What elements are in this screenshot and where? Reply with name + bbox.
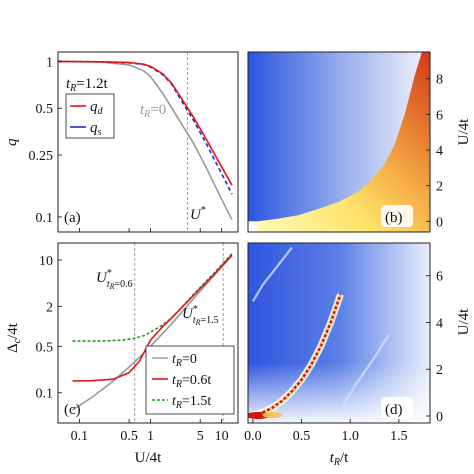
panel-d-label: (d)	[385, 402, 403, 418]
panel-c-legend: tR=0 tR=0.6t tR=1.5t	[145, 345, 235, 415]
c-xtick-label-2: 1	[147, 429, 154, 444]
panel-c-frame	[57, 242, 239, 424]
panel-b-y-label: U/4t	[456, 118, 472, 146]
ridge-core	[252, 294, 342, 416]
panel-b-frame	[247, 51, 431, 233]
d-xtick-label-1: 0.5	[293, 429, 311, 444]
panel-a-label: (a)	[64, 210, 81, 226]
panel-d-frame	[247, 242, 431, 424]
d-ytick-label-3: 6	[436, 270, 443, 285]
c-ytick-label-1: 2	[46, 300, 53, 315]
b-ytick-label-0: 0	[436, 215, 443, 230]
origin-hotspot-halo	[262, 412, 283, 419]
b-ytick-label-3: 6	[436, 108, 443, 123]
c-xtick-label-3: 5	[197, 429, 204, 444]
series-tr15	[72, 252, 233, 342]
panel-b-heatmap: 0 2 4 6 8 U/4t (b)	[247, 51, 472, 233]
panel-b-label: (b)	[385, 210, 403, 226]
panel-d-x-label: tR/t	[330, 450, 349, 468]
panel-a-series	[58, 60, 233, 221]
legend-label-tr06: tR=0.6t	[172, 373, 211, 390]
panel-a-y-label: q	[4, 138, 20, 146]
panel-d-heatmap: 0 2 4 6 0.0 0.5 1.0 1.5 U/4t tR/t (d)	[244, 242, 472, 468]
legend-box	[65, 93, 115, 139]
c-xtick-label-4: 10	[215, 429, 229, 444]
a-ytick-label-1: 0.5	[36, 102, 54, 117]
c-xtick-label-1: 0.5	[120, 429, 138, 444]
panel-d-label-bg	[381, 397, 413, 419]
series-qd	[58, 60, 233, 186]
annotation-u15: U* tR=1.5	[182, 304, 219, 327]
panel-a-x-ticks	[78, 228, 223, 232]
legend-title: tR=1.2t	[66, 76, 108, 94]
panel-c-label: (c)	[64, 402, 81, 418]
panel-c-y-ticks: 10 2 0.5 0.1	[36, 254, 62, 402]
d-xtick-label-3: 1.5	[390, 429, 408, 444]
annotation-u06: U* tR=0.6	[96, 268, 133, 291]
d-xtick-label-2: 1.0	[341, 429, 359, 444]
panel-a-frame	[57, 51, 239, 233]
panel-a-legend: tR=1.2t qd qs	[65, 76, 115, 139]
faint-ridge-1	[339, 333, 391, 410]
panel-b-label-bg	[381, 205, 413, 227]
panel-b-empty-region	[248, 222, 259, 232]
panel-b-hot-region	[248, 52, 430, 232]
d-ytick-label-2: 4	[436, 316, 443, 331]
panel-d-ridges	[248, 247, 391, 420]
panel-b-y-ticks: 0 2 4 6 8	[426, 73, 443, 230]
a-ytick-label-2: 0.25	[29, 149, 54, 164]
annotation-ustar: U*	[190, 205, 206, 223]
d-ytick-label-1: 2	[436, 363, 443, 378]
c-ytick-label-0: 10	[39, 254, 53, 269]
c-ytick-label-3: 0.1	[36, 387, 54, 402]
series-tr06	[72, 254, 233, 382]
panel-d-y-label: U/4t	[456, 308, 472, 336]
panel-c-x-label: U/4t	[135, 450, 163, 466]
panel-a-q-vs-U: 1 0.5 0.25 0.1 q (a) tR=1.2t qd qs tR=0 U*	[4, 51, 239, 233]
legend-label-qd: qd	[90, 99, 104, 117]
panel-d-x-ticks: 0.0 0.5 1.0 1.5	[244, 419, 408, 444]
b-ytick-label-1: 2	[436, 180, 443, 195]
series-tr0-gray	[58, 60, 233, 221]
b-ytick-label-4: 8	[436, 73, 443, 88]
panel-c-x-ticks: 0.1 0.5 1 5 10	[71, 419, 229, 444]
panel-c-gap-vs-U: 10 2 0.5 0.1 0.1 0.5 1 5 10 Δc/4t U/4t (c) U* tR…	[5, 242, 239, 466]
legend-label-tr15: tR=1.5t	[172, 394, 211, 411]
a-ytick-label-0: 1	[46, 55, 53, 70]
annotation-tr0: tR=0	[140, 102, 166, 120]
panel-c-y-label: Δc/4t	[5, 322, 23, 353]
c-xtick-label-0: 0.1	[71, 429, 89, 444]
b-ytick-label-2: 4	[436, 144, 443, 159]
legend-label-qs: qs	[90, 120, 102, 138]
c-ytick-label-2: 0.5	[36, 340, 54, 355]
d-xtick-label-0: 0.0	[244, 429, 262, 444]
legend-label-tr0: tR=0	[172, 352, 197, 369]
a-ytick-label-3: 0.1	[36, 211, 54, 226]
panel-a-y-ticks: 1 0.5 0.25 0.1	[29, 55, 62, 226]
d-ytick-label-0: 0	[436, 410, 443, 425]
faint-ridge-0	[251, 247, 293, 302]
panel-d-y-ticks: 0 2 4 6	[426, 270, 443, 425]
